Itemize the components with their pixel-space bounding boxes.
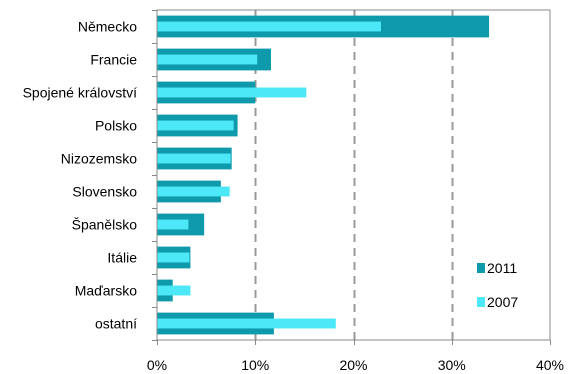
bar-2007-7 — [157, 252, 190, 263]
category-label: Španělsko — [72, 217, 138, 233]
category-label: Německo — [78, 19, 137, 35]
legend-label-2011: 2011 — [487, 260, 517, 276]
category-label: Spojené království — [23, 85, 138, 101]
category-label: ostatní — [95, 316, 137, 332]
bar-2007-9 — [157, 318, 336, 329]
bar-2007-0 — [157, 21, 382, 32]
bar-2007-2 — [157, 87, 307, 98]
x-tick-label: 30% — [438, 357, 466, 373]
bar-2007-8 — [157, 285, 191, 296]
category-label: Nizozemsko — [61, 151, 137, 167]
category-label: Slovensko — [72, 184, 137, 200]
category-labels: Německo Francie Spojené království Polsko Ni… — [23, 19, 138, 332]
x-tick-label: 40% — [536, 357, 564, 373]
gridlines — [254, 10, 454, 340]
axes — [152, 9, 551, 345]
bar-2007-5 — [157, 186, 230, 197]
bar-2007-1 — [157, 54, 258, 65]
bar-2007-6 — [157, 219, 189, 230]
category-label: Itálie — [107, 250, 137, 266]
category-label: Polsko — [95, 118, 137, 134]
bars — [157, 15, 490, 335]
bar-2007-3 — [157, 120, 234, 131]
bar-2007-4 — [157, 153, 231, 164]
legend: 2011 2007 — [477, 260, 518, 310]
x-tick-labels: 0% 10% 20% 30% 40% — [147, 357, 564, 373]
category-label: Maďarsko — [75, 283, 138, 299]
category-label: Francie — [90, 52, 137, 68]
legend-swatch-2007 — [477, 297, 485, 307]
legend-label-2007: 2007 — [487, 294, 518, 310]
x-tick-label: 10% — [241, 357, 269, 373]
x-tick-label: 0% — [147, 357, 167, 373]
legend-swatch-2011 — [477, 263, 485, 273]
x-tick-label: 20% — [339, 357, 367, 373]
